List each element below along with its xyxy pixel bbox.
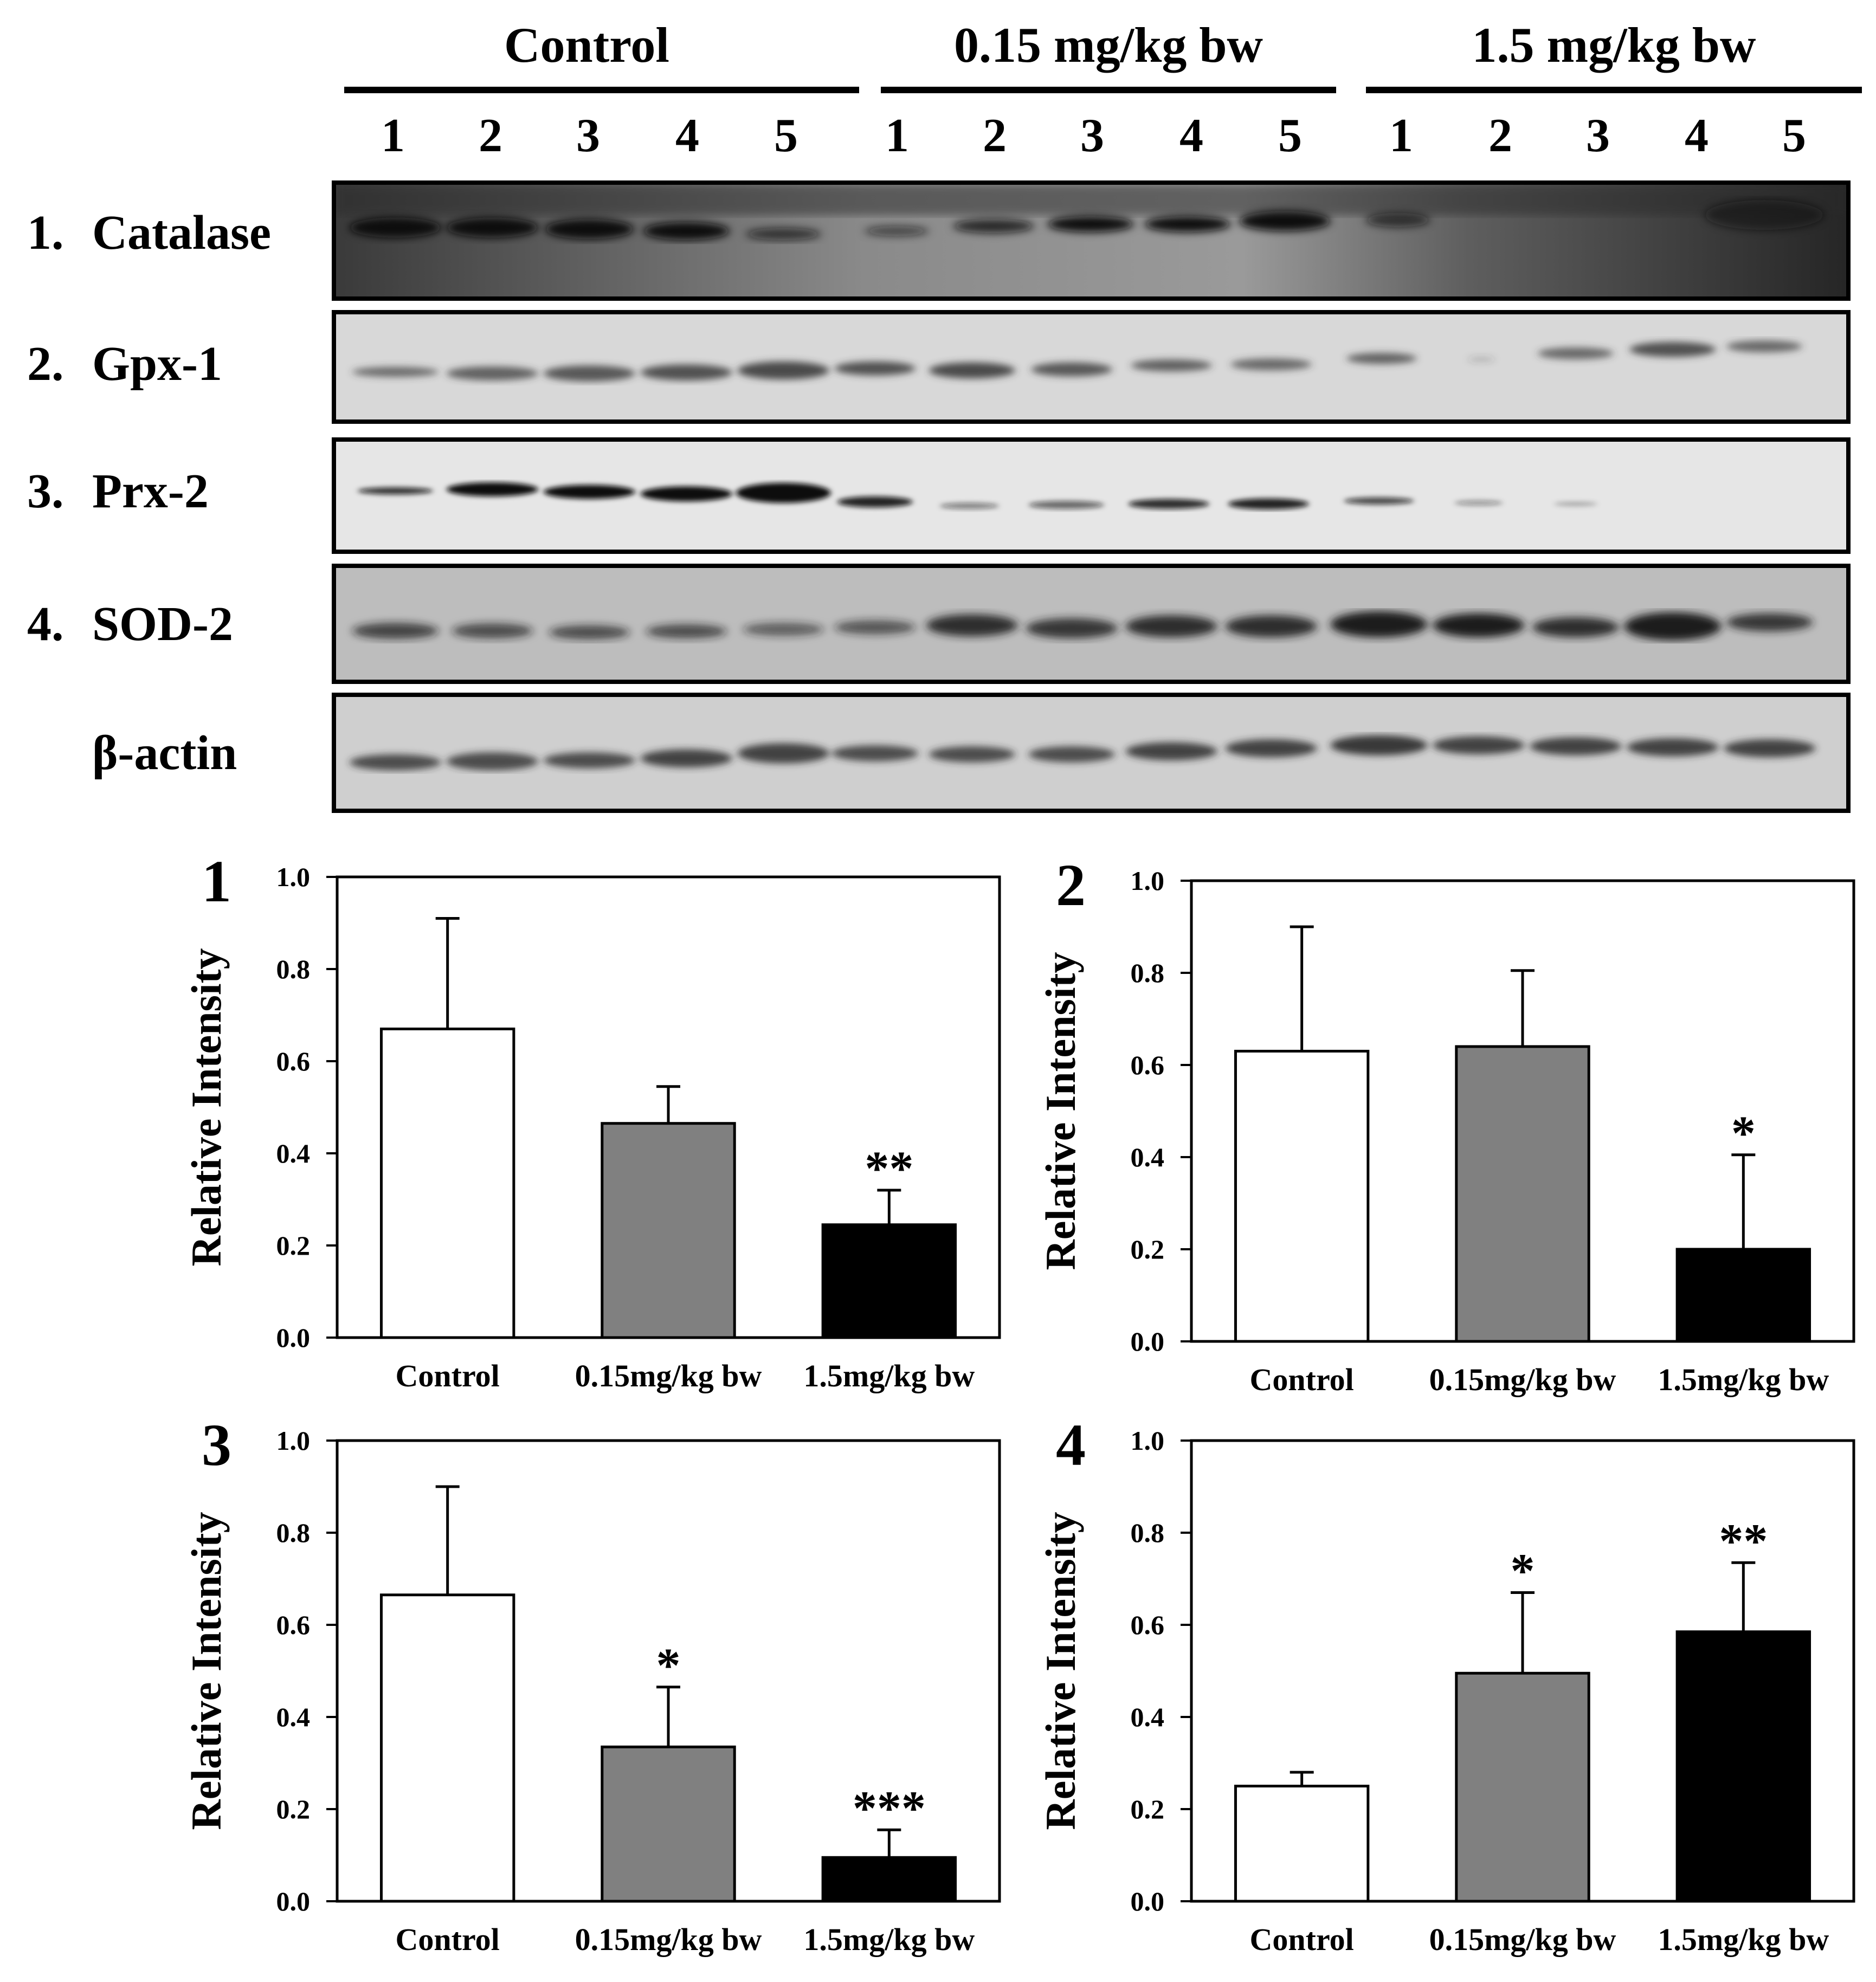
- y-tick-label: 0.4: [276, 1138, 311, 1168]
- x-category-label: 0.15mg/kg bw: [575, 1358, 762, 1393]
- bar: [1675, 1248, 1811, 1343]
- lane-number: 3: [576, 109, 600, 162]
- blot-gpx1: [332, 310, 1851, 424]
- y-tick-label: 0.8: [276, 1518, 311, 1548]
- plot-frame: [336, 1439, 1001, 1903]
- y-axis-label: Relative Intensity: [183, 1512, 230, 1830]
- y-tick-label: 0.0: [276, 1322, 311, 1353]
- y-tick-label: 1.0: [1131, 866, 1165, 896]
- y-tick-label: 0.4: [1131, 1702, 1165, 1732]
- lane-number: 2: [479, 109, 502, 162]
- x-category-label: 0.15mg/kg bw: [575, 1922, 762, 1957]
- y-tick-label: 0.8: [276, 954, 311, 984]
- row-label-catalase: 1. Catalase: [27, 206, 271, 260]
- group-label-high-dose: 1.5 mg/kg bw: [1472, 17, 1756, 73]
- lane-number: 2: [1488, 109, 1512, 162]
- lane-number: 1: [381, 109, 405, 162]
- row-label-sod2: 4. SOD-2: [27, 597, 234, 651]
- y-tick-label: 0.8: [1131, 1518, 1165, 1548]
- y-tick-label: 0.6: [1131, 1610, 1165, 1640]
- y-tick-label: 0.6: [1131, 1050, 1165, 1080]
- lane-number: 2: [983, 109, 1007, 162]
- bar: [821, 1856, 957, 1903]
- blot-prx2: [332, 437, 1851, 554]
- y-tick-label: 0.0: [1131, 1326, 1165, 1357]
- significance-marker: ***: [853, 1781, 926, 1835]
- y-tick-label: 1.0: [276, 862, 311, 892]
- blot-sod2: [332, 564, 1851, 684]
- x-category-label: 1.5mg/kg bw: [803, 1358, 975, 1393]
- y-tick-label: 0.8: [1131, 958, 1165, 988]
- lane-number: 1: [885, 109, 909, 162]
- significance-marker: *: [1731, 1107, 1756, 1160]
- bar: [1675, 1630, 1811, 1903]
- lane-number: 4: [675, 109, 699, 162]
- x-category-label: 1.5mg/kg bw: [803, 1922, 975, 1957]
- bar: [1455, 1045, 1590, 1343]
- plot-frame: [336, 875, 1001, 1339]
- blot-beta-actin: [332, 693, 1851, 813]
- y-axis-label: Relative Intensity: [183, 948, 230, 1266]
- y-axis-label: Relative Intensity: [1037, 1512, 1084, 1830]
- blot-catalase: [332, 180, 1851, 301]
- plot-frame: [1190, 879, 1855, 1343]
- y-tick-label: 1.0: [276, 1425, 311, 1456]
- group-bar-control: [344, 87, 859, 93]
- y-tick-label: 1.0: [1131, 1425, 1165, 1456]
- row-label-beta-actin: β-actin: [92, 726, 237, 780]
- x-category-label: Control: [396, 1922, 500, 1957]
- bar: [601, 1122, 736, 1339]
- group-bar-low-dose: [881, 87, 1336, 93]
- bar: [379, 1028, 515, 1339]
- y-tick-label: 0.4: [276, 1702, 311, 1732]
- bar: [379, 1593, 515, 1903]
- lane-number: 4: [1685, 109, 1709, 162]
- x-category-label: 0.15mg/kg bw: [1429, 1922, 1616, 1957]
- bar: [1234, 1050, 1370, 1343]
- x-category-label: 1.5mg/kg bw: [1658, 1362, 1829, 1397]
- lane-number: 5: [1782, 109, 1806, 162]
- row-label-gpx1: 2. Gpx-1: [27, 337, 223, 391]
- y-axis-label: Relative Intensity: [1037, 952, 1084, 1270]
- significance-marker: *: [656, 1639, 681, 1693]
- y-tick-label: 0.2: [1131, 1234, 1165, 1264]
- bar: [601, 1745, 736, 1903]
- bar: [821, 1223, 957, 1339]
- significance-marker: **: [1719, 1514, 1768, 1568]
- x-category-label: Control: [1250, 1362, 1354, 1397]
- y-tick-label: 0.2: [1131, 1794, 1165, 1824]
- x-category-label: Control: [396, 1358, 500, 1393]
- lane-number: 4: [1179, 109, 1203, 162]
- significance-marker: **: [865, 1142, 913, 1196]
- y-tick-label: 0.0: [1131, 1886, 1165, 1916]
- group-bar-high-dose: [1366, 87, 1862, 93]
- lane-number: 1: [1389, 109, 1413, 162]
- y-tick-label: 0.6: [276, 1046, 311, 1076]
- lane-number: 3: [1080, 109, 1104, 162]
- y-tick-label: 0.2: [276, 1230, 311, 1261]
- group-label-control: Control: [504, 17, 669, 73]
- x-category-label: Control: [1250, 1922, 1354, 1957]
- panel-number: 2: [1056, 852, 1086, 918]
- row-label-prx2: 3. Prx-2: [27, 464, 209, 518]
- y-tick-label: 0.2: [276, 1794, 311, 1824]
- lane-number: 5: [774, 109, 798, 162]
- x-category-label: 1.5mg/kg bw: [1658, 1922, 1829, 1957]
- bar: [1455, 1671, 1590, 1903]
- y-tick-label: 0.0: [276, 1886, 311, 1916]
- y-tick-label: 0.6: [276, 1610, 311, 1640]
- significance-marker: *: [1511, 1545, 1535, 1598]
- plot-frame: [1190, 1439, 1855, 1903]
- lane-number: 3: [1586, 109, 1610, 162]
- y-tick-label: 0.4: [1131, 1142, 1165, 1172]
- x-category-label: 0.15mg/kg bw: [1429, 1362, 1616, 1397]
- panel-number: 3: [202, 1412, 231, 1478]
- bar: [1234, 1785, 1370, 1903]
- panel-number: 4: [1056, 1412, 1086, 1478]
- lane-number: 5: [1278, 109, 1302, 162]
- group-label-low-dose: 0.15 mg/kg bw: [954, 17, 1263, 73]
- panel-number: 1: [202, 848, 231, 914]
